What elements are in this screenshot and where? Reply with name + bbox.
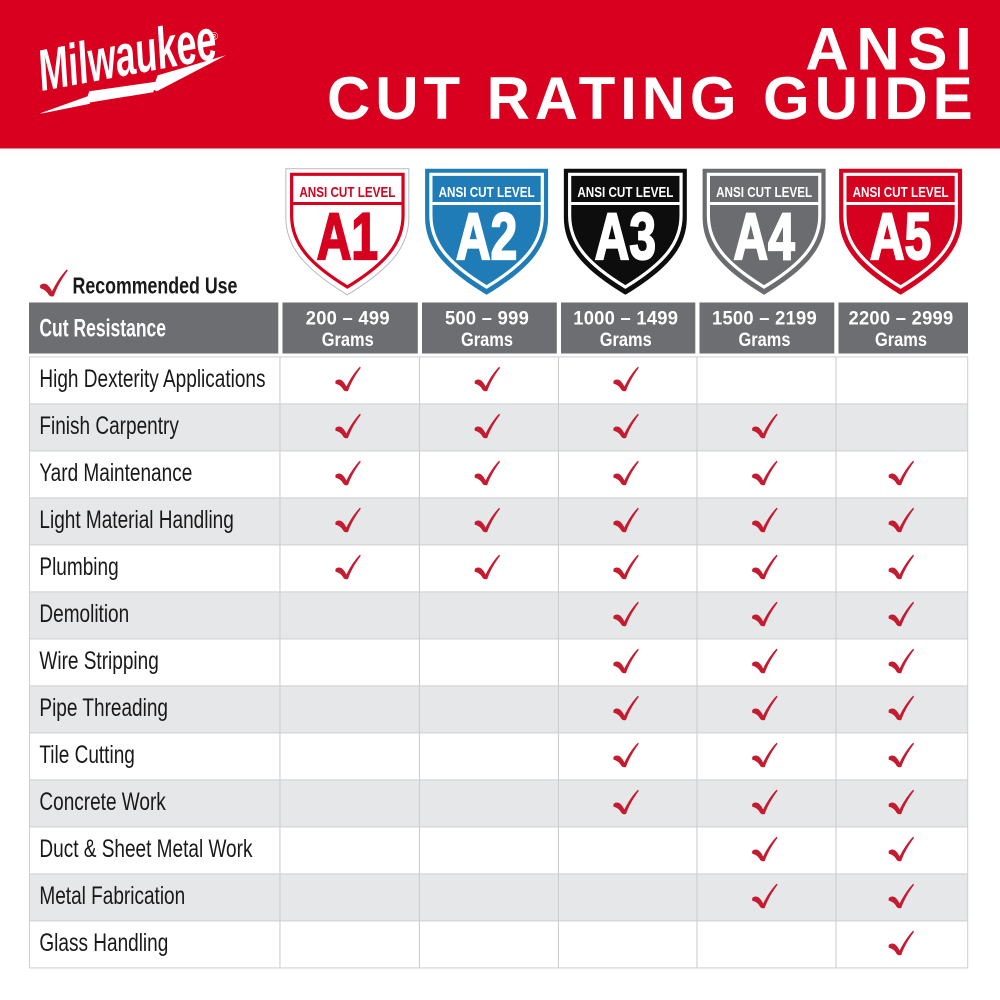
svg-text:ANSI CUT LEVEL: ANSI CUT LEVEL <box>716 184 812 201</box>
svg-text:Grams: Grams <box>600 329 652 351</box>
svg-text:®: ® <box>210 31 218 43</box>
svg-text:Glass Handling: Glass Handling <box>39 929 168 957</box>
svg-text:CUT RATING GUIDE: CUT RATING GUIDE <box>327 65 978 132</box>
svg-text:Duct & Sheet Metal Work: Duct & Sheet Metal Work <box>39 835 253 863</box>
svg-text:Wire Stripping: Wire Stripping <box>39 647 158 675</box>
svg-text:High Dexterity Applications: High Dexterity Applications <box>39 365 265 393</box>
svg-text:Cut Resistance: Cut Resistance <box>39 315 166 343</box>
svg-text:Demolition: Demolition <box>39 600 129 628</box>
svg-text:ANSI: ANSI <box>805 16 979 83</box>
svg-text:Grams: Grams <box>461 329 513 351</box>
svg-text:Concrete Work: Concrete Work <box>39 788 166 816</box>
svg-text:Pipe Threading: Pipe Threading <box>39 694 168 722</box>
svg-text:Grams: Grams <box>739 329 791 351</box>
svg-text:Finish Carpentry: Finish Carpentry <box>39 412 178 440</box>
svg-text:ANSI CUT LEVEL: ANSI CUT LEVEL <box>439 184 535 201</box>
svg-text:Grams: Grams <box>875 329 927 351</box>
svg-text:Yard Maintenance: Yard Maintenance <box>39 459 192 487</box>
svg-text:Grams: Grams <box>322 329 374 351</box>
svg-text:Metal Fabrication: Metal Fabrication <box>39 882 185 910</box>
svg-text:ANSI CUT LEVEL: ANSI CUT LEVEL <box>299 184 395 201</box>
svg-text:A2: A2 <box>456 201 517 274</box>
svg-text:ANSI CUT LEVEL: ANSI CUT LEVEL <box>853 184 949 201</box>
svg-text:Light Material Handling: Light Material Handling <box>39 506 233 534</box>
svg-text:2200 – 2999: 2200 – 2999 <box>848 307 953 329</box>
svg-text:ANSI CUT LEVEL: ANSI CUT LEVEL <box>577 184 673 201</box>
svg-text:Plumbing: Plumbing <box>39 553 118 581</box>
svg-text:A1: A1 <box>317 201 378 274</box>
svg-text:500 – 999: 500 – 999 <box>445 307 529 329</box>
svg-text:200 – 499: 200 – 499 <box>306 307 390 329</box>
svg-text:Tile Cutting: Tile Cutting <box>39 741 134 769</box>
svg-text:A3: A3 <box>595 201 656 274</box>
svg-text:1000 – 1499: 1000 – 1499 <box>573 307 678 329</box>
svg-text:1500 – 2199: 1500 – 2199 <box>712 307 817 329</box>
svg-text:Recommended Use: Recommended Use <box>73 273 238 299</box>
svg-text:A5: A5 <box>870 201 931 274</box>
svg-text:A4: A4 <box>734 201 795 274</box>
